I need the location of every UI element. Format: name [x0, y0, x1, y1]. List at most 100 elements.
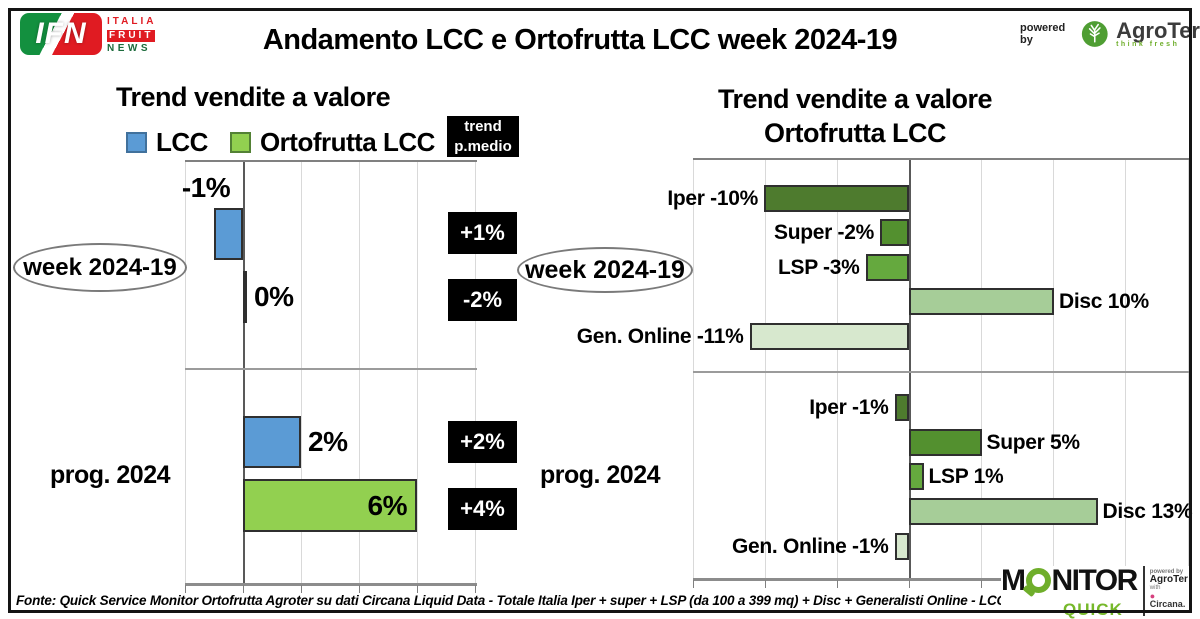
left-bar-lcc [214, 208, 243, 260]
gridline [837, 160, 838, 578]
axis-tick [909, 580, 910, 588]
right-bar-label: Disc 10% [1059, 289, 1149, 313]
powered-by-label: powered by [1020, 22, 1066, 46]
legend-item-ortofrutta: Ortofrutta LCC [229, 127, 435, 158]
left-bar-value-label: -1% [181, 172, 231, 203]
right-bar-gen-online [894, 533, 909, 560]
ifn-logo-wordmark: ITALIA FRUIT NEWS [107, 16, 156, 55]
axis-tick [417, 585, 418, 593]
monitor-powered-by: powered by [1149, 569, 1184, 575]
monitor-partners: powered by AgroTer with ● Circana. [1142, 566, 1193, 616]
magnifier-icon [1025, 568, 1051, 593]
gridline [359, 162, 360, 583]
monitor-partner-circana: ● Circana. [1149, 591, 1186, 609]
monitor-quick-logo: M NITOR QUICK powered by AgroTer with ● C… [1001, 564, 1193, 619]
prog-label-right: prog. 2024 [539, 461, 661, 489]
right-bar-label: Super -2% [774, 220, 874, 244]
right-bar-super [880, 219, 909, 246]
monitor-quick-label: QUICK [1063, 600, 1123, 619]
right-bar-label: Disc 13% [1102, 499, 1193, 523]
week-ellipse-right: week 2024-19 [517, 247, 693, 293]
agroter-tree-icon [1081, 21, 1108, 47]
right-bar-label: Iper -1% [809, 395, 889, 419]
page-title: Andamento LCC e Ortofrutta LCC week 2024… [262, 24, 898, 56]
left-chart-title: Trend vendite a valore [116, 82, 391, 112]
legend-label-lcc: LCC [156, 127, 208, 157]
axis-tick [359, 585, 360, 593]
section-divider [185, 368, 477, 370]
left-bar-ortofrutta-lcc [243, 271, 247, 323]
monitor-wordmark: M NITOR QUICK [1001, 564, 1139, 619]
legend-swatch-ortofrutta [229, 132, 251, 153]
right-bar-label: LSP 1% [928, 464, 1004, 488]
gridline [765, 160, 766, 578]
monitor-with: with [1149, 585, 1161, 591]
monitor-word-m: M [1001, 564, 1026, 597]
trend-box-week-lcc: +1% [448, 212, 517, 254]
monitor-partner-agroter: AgroTer [1149, 574, 1188, 585]
trend-box-week-ortofrutta: -2% [448, 279, 517, 321]
left-bar-lcc [243, 416, 301, 468]
gridline [1188, 160, 1189, 578]
right-bar-label: Super 5% [986, 430, 1081, 454]
gridline [693, 160, 694, 578]
axis-tick [301, 585, 302, 593]
right-bar-disc [909, 498, 1098, 525]
week-ellipse-left: week 2024-19 [13, 243, 187, 292]
section-divider [693, 371, 1190, 373]
right-bar-lsp [909, 463, 924, 490]
ifn-word-news: NEWS [107, 43, 151, 54]
gridline [301, 162, 302, 583]
right-bar-label: Iper -10% [667, 186, 758, 210]
zero-axis [243, 162, 245, 583]
legend-swatch-lcc [126, 132, 147, 153]
gridline [417, 162, 418, 583]
right-bar-gen-online [749, 323, 909, 350]
right-bar-disc [909, 288, 1054, 315]
legend-label-ortofrutta: Ortofrutta LCC [259, 127, 435, 157]
trend-box-prog-lcc: +2% [448, 421, 517, 463]
trend-pmedio-header: trend p.medio [447, 116, 519, 157]
trend-box-prog-ortofrutta: +4% [448, 488, 517, 530]
axis-tick [837, 580, 838, 588]
zero-axis [909, 160, 911, 578]
left-bar-value-label: 6% [367, 489, 408, 521]
axis-tick [243, 585, 244, 593]
axis-tick [185, 585, 186, 593]
right-bar-label: LSP -3% [777, 255, 860, 279]
right-chart-title-line1: Trend vendite a valore [717, 84, 993, 114]
gridline [475, 162, 476, 583]
axis-tick [765, 580, 766, 588]
left-bar-ortofrutta-lcc [243, 479, 417, 532]
left-chart-legend: LCC Ortofrutta LCC [126, 127, 435, 158]
right-bar-lsp [865, 254, 909, 281]
left-plot: -1% 0% 2% 6% [182, 160, 477, 593]
agroter-name: AgroTer [1116, 17, 1200, 43]
gridline [981, 160, 982, 578]
legend-item-lcc: LCC [126, 127, 208, 158]
prog-label-left: prog. 2024 [49, 461, 171, 489]
right-bar-iper [894, 394, 909, 421]
ifn-logo: IFN [20, 13, 102, 55]
ifn-word-fruit: FRUIT [107, 30, 156, 42]
right-chart-title-line2: Ortofrutta LCC [764, 118, 946, 148]
ifn-word-italia: ITALIA [107, 16, 157, 27]
footer-source: Fonte: Quick Service Monitor Ortofrutta … [16, 593, 1007, 608]
right-bar-label: Gen. Online -11% [576, 324, 744, 348]
gridline [1053, 160, 1054, 578]
left-bar-value-label: 2% [308, 426, 348, 457]
right-bar-super [909, 429, 982, 456]
monitor-word-rest: NITOR [1051, 564, 1139, 597]
axis-tick [693, 580, 694, 588]
gridline [1125, 160, 1126, 578]
gridline [185, 162, 186, 583]
axis-tick [475, 585, 476, 593]
agroter-logo: powered by AgroTer think fresh [1020, 18, 1200, 50]
right-bar-label: Gen. Online -1% [731, 534, 889, 558]
right-plot: Iper -10% Super -2% LSP -3% Disc 10% Gen. On… [577, 158, 1193, 588]
left-bar-value-label: 0% [254, 281, 294, 312]
right-bar-iper [764, 185, 909, 212]
right-chart-title: Trend vendite a valore Ortofrutta LCC [655, 82, 1055, 150]
agroter-tagline: think fresh [1116, 40, 1180, 48]
